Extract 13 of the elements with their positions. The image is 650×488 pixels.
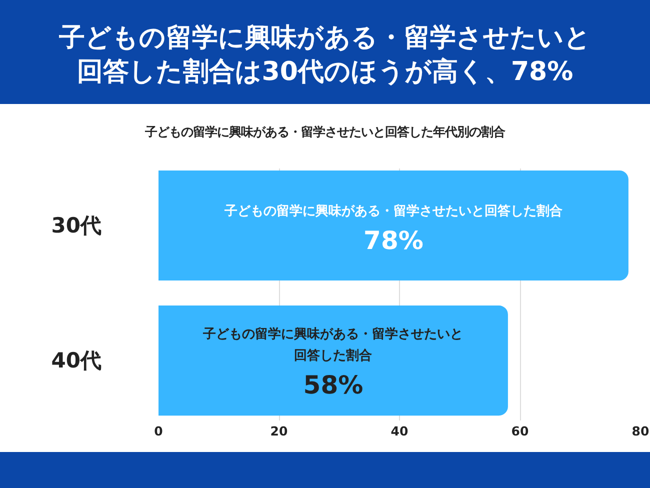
data-label: 58% bbox=[303, 370, 364, 400]
x-tick-label: 20 bbox=[270, 424, 288, 438]
y-tick-label: 30代 bbox=[51, 213, 102, 238]
y-tick-label: 40代 bbox=[51, 348, 102, 373]
series-label: 子どもの留学に興味がある・留学させたいと 回答した割合 bbox=[202, 326, 464, 364]
chart-subtitle: 子どもの留学に興味がある・留学させたいと回答した年代別の割合 bbox=[145, 124, 505, 141]
x-tick-label: 60 bbox=[511, 424, 529, 438]
text: 子どもの留学に興味がある・留学させたいと回答した割合 bbox=[224, 204, 562, 219]
data-label: 78% bbox=[364, 226, 424, 255]
x-tick-label: 40 bbox=[390, 424, 408, 438]
x-tick-label: 0 bbox=[154, 424, 164, 438]
x-tick-label: 80 bbox=[632, 424, 650, 438]
chart-title: 子どもの留学に興味がある・留学させたいと回答した割合は30代のほうが高く、78% bbox=[58, 22, 592, 89]
